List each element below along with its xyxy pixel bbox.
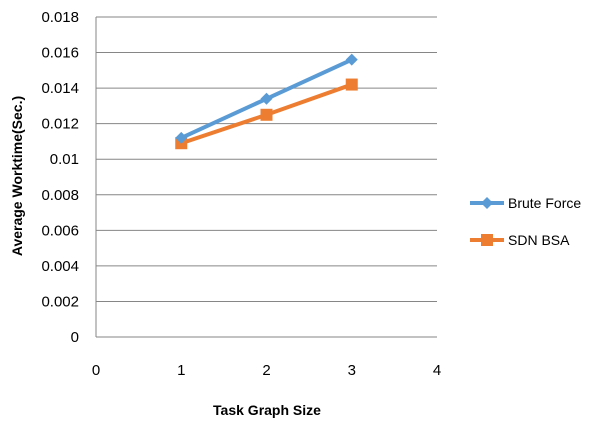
y-tick-label: 0.002 xyxy=(41,293,79,310)
gridlines xyxy=(95,16,437,338)
y-tick-label: 0.006 xyxy=(41,222,79,239)
data-point xyxy=(345,78,358,91)
y-tick-label: 0 xyxy=(71,329,79,346)
y-tick-label: 0.016 xyxy=(41,45,79,62)
x-tick-label: 1 xyxy=(177,362,185,379)
y-tick-label: 0.012 xyxy=(41,116,79,133)
data-point xyxy=(345,53,358,66)
x-tick-label: 0 xyxy=(92,362,100,379)
y-tick-label: 0.004 xyxy=(41,258,79,275)
y-tick-label: 0.008 xyxy=(41,187,79,204)
legend-entry-brute-force: Brute Force xyxy=(470,195,581,211)
x-tick-label: 4 xyxy=(433,362,441,379)
legend-entry-sdn-bsa: SDN BSA xyxy=(470,232,570,248)
y-axis-ticks: 0 0.002 0.004 0.006 0.008 0.01 0.012 0.014 0.016… xyxy=(41,9,79,346)
series-layer xyxy=(175,53,358,150)
y-tick-label: 0.01 xyxy=(50,151,79,168)
series-sdn-bsa xyxy=(175,78,358,150)
data-point xyxy=(260,108,273,121)
y-axis-title: Average Worktime(Sec.) xyxy=(9,96,25,256)
x-tick-label: 2 xyxy=(262,362,270,379)
data-point xyxy=(175,131,188,144)
legend-label: Brute Force xyxy=(508,195,581,211)
x-tick-label: 3 xyxy=(348,362,356,379)
legend-marker xyxy=(481,197,493,209)
x-axis-title: Task Graph Size xyxy=(213,402,321,418)
x-axis-ticks: 0 1 2 3 4 xyxy=(92,362,441,379)
y-tick-label: 0.018 xyxy=(41,9,79,26)
legend-label: SDN BSA xyxy=(508,232,570,248)
y-tick-label: 0.014 xyxy=(41,80,79,97)
legend: Brute Force SDN BSA xyxy=(470,195,581,248)
data-point xyxy=(260,92,273,105)
legend-marker xyxy=(481,234,493,246)
series-brute-force xyxy=(175,53,358,144)
